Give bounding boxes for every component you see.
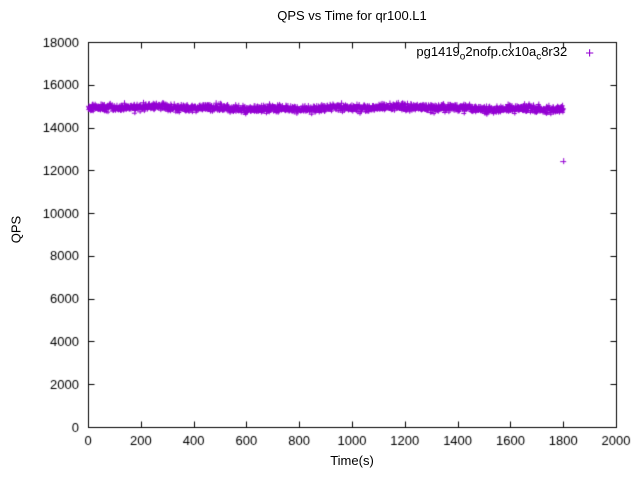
legend-series-label: pg1419o2nofp.cx10ac8r32 xyxy=(416,43,568,63)
chart-title: QPS vs Time for qr100.L1 xyxy=(277,8,427,23)
y-axis-label: QPS xyxy=(8,215,24,244)
x-axis-label: Time(s) xyxy=(330,453,374,468)
plus-marker-icon: + xyxy=(585,44,594,62)
legend: pg1419o2nofp.cx10ac8r32 + xyxy=(416,43,594,63)
